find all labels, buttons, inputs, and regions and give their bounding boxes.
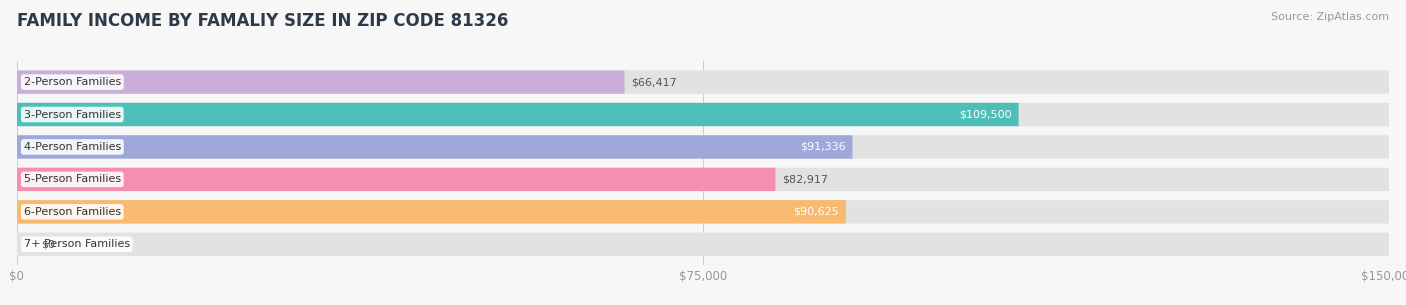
Text: $90,625: $90,625 xyxy=(793,207,839,217)
FancyBboxPatch shape xyxy=(17,233,1389,256)
FancyBboxPatch shape xyxy=(17,70,624,94)
Text: $0: $0 xyxy=(42,239,56,249)
Text: 5-Person Families: 5-Person Families xyxy=(24,174,121,185)
FancyBboxPatch shape xyxy=(17,70,1389,94)
Text: 6-Person Families: 6-Person Families xyxy=(24,207,121,217)
Text: 2-Person Families: 2-Person Families xyxy=(24,77,121,87)
Text: 7+ Person Families: 7+ Person Families xyxy=(24,239,129,249)
FancyBboxPatch shape xyxy=(17,168,1389,191)
FancyBboxPatch shape xyxy=(17,103,1389,126)
FancyBboxPatch shape xyxy=(17,200,846,224)
FancyBboxPatch shape xyxy=(17,168,776,191)
Text: $91,336: $91,336 xyxy=(800,142,845,152)
Text: $66,417: $66,417 xyxy=(631,77,678,87)
Text: 3-Person Families: 3-Person Families xyxy=(24,109,121,120)
FancyBboxPatch shape xyxy=(17,103,1018,126)
Text: FAMILY INCOME BY FAMALIY SIZE IN ZIP CODE 81326: FAMILY INCOME BY FAMALIY SIZE IN ZIP COD… xyxy=(17,12,508,30)
FancyBboxPatch shape xyxy=(17,200,1389,224)
Text: $109,500: $109,500 xyxy=(959,109,1012,120)
Text: Source: ZipAtlas.com: Source: ZipAtlas.com xyxy=(1271,12,1389,22)
Text: 4-Person Families: 4-Person Families xyxy=(24,142,121,152)
FancyBboxPatch shape xyxy=(17,135,1389,159)
Text: $82,917: $82,917 xyxy=(782,174,828,185)
FancyBboxPatch shape xyxy=(17,135,852,159)
